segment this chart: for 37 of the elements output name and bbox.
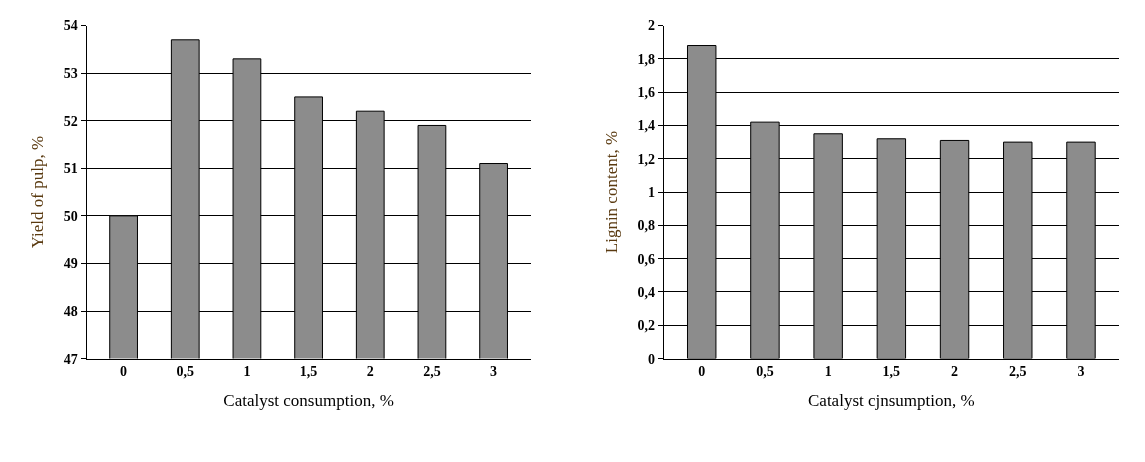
x-axis-title: Catalyst cjnsumption, % xyxy=(808,390,975,410)
y-tick-label: 53 xyxy=(63,66,78,82)
y-tick-label: 0,6 xyxy=(637,251,655,267)
y-tick-label: 1 xyxy=(648,184,655,200)
x-tick-label: 1 xyxy=(824,364,832,380)
x-tick-label: 0,5 xyxy=(756,364,774,380)
y-tick-label: 51 xyxy=(63,161,78,177)
y-axis-title: Lignin content, % xyxy=(602,130,622,254)
x-tick-label: 3 xyxy=(1077,364,1085,380)
y-tick-label: 54 xyxy=(63,18,78,34)
y-tick-label: 1,8 xyxy=(637,51,655,67)
x-tick-label: 2,5 xyxy=(423,364,441,380)
x-tick-label: 1,5 xyxy=(882,364,901,380)
y-tick-label: 1,2 xyxy=(637,151,655,167)
y-tick-label: 1,4 xyxy=(637,118,655,134)
y-axis-title: Yield of pulp, % xyxy=(28,135,48,249)
x-tick-label: 1,5 xyxy=(299,364,318,380)
x-tick-label: 3 xyxy=(490,364,498,380)
x-tick-label: 0 xyxy=(698,364,706,380)
x-tick-label: 1 xyxy=(243,364,251,380)
x-tick-label: 2,5 xyxy=(1009,364,1027,380)
y-tick-label: 1,6 xyxy=(637,85,655,101)
y-tick-label: 52 xyxy=(63,113,78,129)
y-tick-label: 48 xyxy=(63,303,78,319)
y-tick-label: 0 xyxy=(648,351,655,367)
y-tick-label: 0,2 xyxy=(637,318,655,334)
x-tick-label: 0 xyxy=(120,364,128,380)
y-tick-label: 0,8 xyxy=(637,218,655,234)
x-tick-label: 0,5 xyxy=(176,364,195,380)
y-tick-label: 2 xyxy=(648,18,655,34)
x-axis-title: Catalyst consumption, % xyxy=(223,390,394,410)
x-tick-label: 2 xyxy=(951,364,959,380)
y-tick-label: 49 xyxy=(63,256,78,272)
y-tick-label: 47 xyxy=(63,351,78,367)
x-tick-label: 2 xyxy=(366,364,374,380)
y-tick-label: 50 xyxy=(63,208,78,224)
y-tick-label: 0,4 xyxy=(637,284,655,300)
